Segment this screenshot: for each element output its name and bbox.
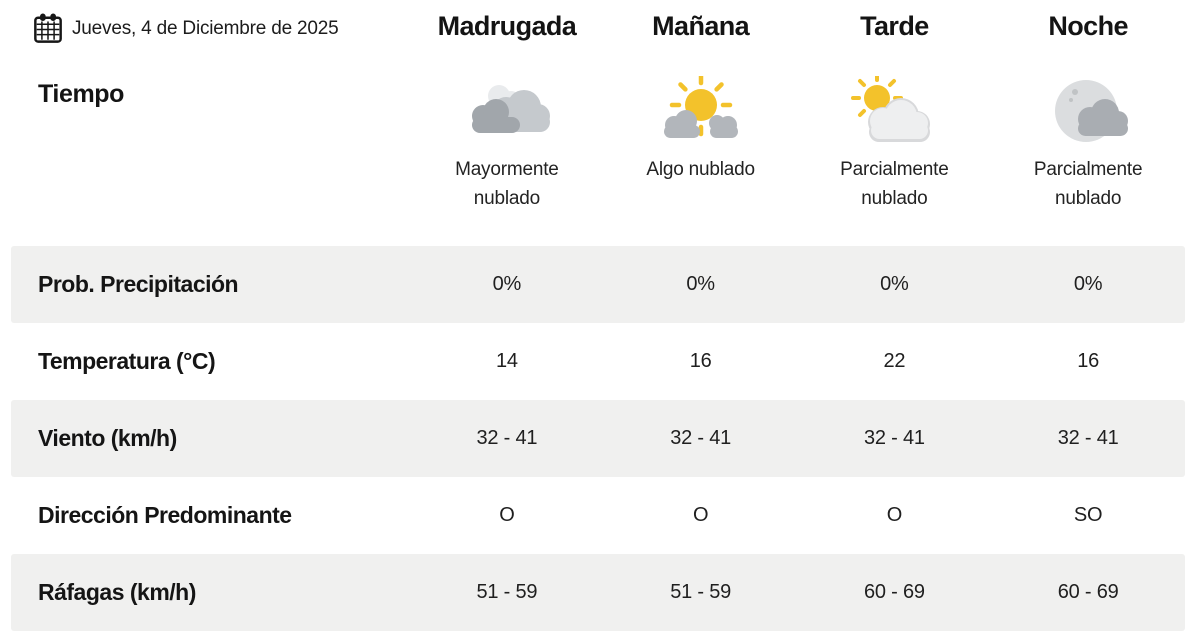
table-cell: 16 — [689, 350, 712, 372]
row-label: Prob. Precipitación — [38, 271, 239, 297]
mostly-cloudy-icon — [471, 85, 550, 133]
calendar-icon — [34, 13, 62, 43]
table-cell: 60 - 69 — [863, 581, 925, 603]
weather-icon-slot — [1044, 74, 1132, 152]
row-label: Dirección Predominante — [38, 502, 292, 528]
condition-label: Parcialmente nublado — [840, 159, 949, 209]
table-cell: 0% — [492, 273, 522, 295]
condition-label: Parcialmente nublado — [1033, 159, 1143, 209]
table-cell: 22 — [883, 350, 906, 372]
tiempo-row: Tiempo Mayormente nublado — [11, 64, 1185, 246]
table-cell: 32 - 41 — [476, 427, 538, 449]
sun-between-clouds-icon — [663, 76, 738, 138]
condition-label: Mayormente nublado — [455, 159, 559, 209]
table-cell: 51 - 59 — [476, 581, 538, 603]
row-label: Temperatura (°C) — [38, 348, 216, 374]
condition-label: Algo nublado — [646, 159, 755, 180]
moon-behind-cloud-icon — [1055, 80, 1129, 142]
weather-icon-slot — [850, 74, 938, 152]
table-cell: 0% — [1073, 273, 1103, 295]
column-header-manana: Mañana — [652, 11, 750, 41]
column-header-madrugada: Madrugada — [437, 11, 577, 41]
table-row-gusts: Ráfagas (km/h) 51 - 59 51 - 59 60 - 69 6… — [11, 554, 1185, 631]
date-label: Jueves, 4 de Diciembre de 2025 — [72, 17, 339, 39]
weather-cell-noche: Parcialmente nublado — [991, 64, 1185, 246]
column-header-tarde: Tarde — [860, 11, 929, 41]
table-cell: O — [886, 504, 903, 526]
column-header-noche: Noche — [1048, 11, 1128, 41]
table-cell: SO — [1073, 504, 1103, 526]
date-header: Jueves, 4 de Diciembre de 2025 — [11, 10, 410, 45]
tiempo-row-label: Tiempo — [38, 80, 125, 108]
header-row: Jueves, 4 de Diciembre de 2025 Madrugada… — [11, 0, 1185, 64]
table-cell: 14 — [495, 350, 518, 372]
table-row-wind: Viento (km/h) 32 - 41 32 - 41 32 - 41 32… — [11, 400, 1185, 477]
table-cell: 0% — [880, 273, 909, 295]
table-cell: 32 - 41 — [670, 427, 732, 449]
table-row-precipitation: Prob. Precipitación 0% 0% 0% 0% — [11, 246, 1185, 323]
table-cell: O — [692, 504, 709, 526]
table-cell: 51 - 59 — [670, 581, 732, 603]
weather-cell-madrugada: Mayormente nublado — [410, 64, 604, 246]
row-label: Viento (km/h) — [38, 425, 177, 451]
sun-behind-cloud-icon — [851, 76, 931, 142]
table-cell: 32 - 41 — [1057, 427, 1119, 449]
table-row-wind-direction: Dirección Predominante O O O SO — [11, 477, 1185, 554]
table-cell: 32 - 41 — [863, 427, 925, 449]
table-cell: 60 - 69 — [1057, 581, 1119, 603]
table-row-temperature: Temperatura (°C) 14 16 22 16 — [11, 323, 1185, 400]
weather-cell-manana: Algo nublado — [604, 64, 798, 246]
table-cell: 0% — [686, 273, 715, 295]
table-cell: 16 — [1077, 350, 1100, 372]
weather-icon-slot — [657, 74, 745, 152]
weather-cell-tarde: Parcialmente nublado — [798, 64, 992, 246]
row-label: Ráfagas (km/h) — [38, 579, 196, 605]
weather-icon-slot — [463, 74, 551, 152]
table-cell: O — [499, 504, 515, 526]
